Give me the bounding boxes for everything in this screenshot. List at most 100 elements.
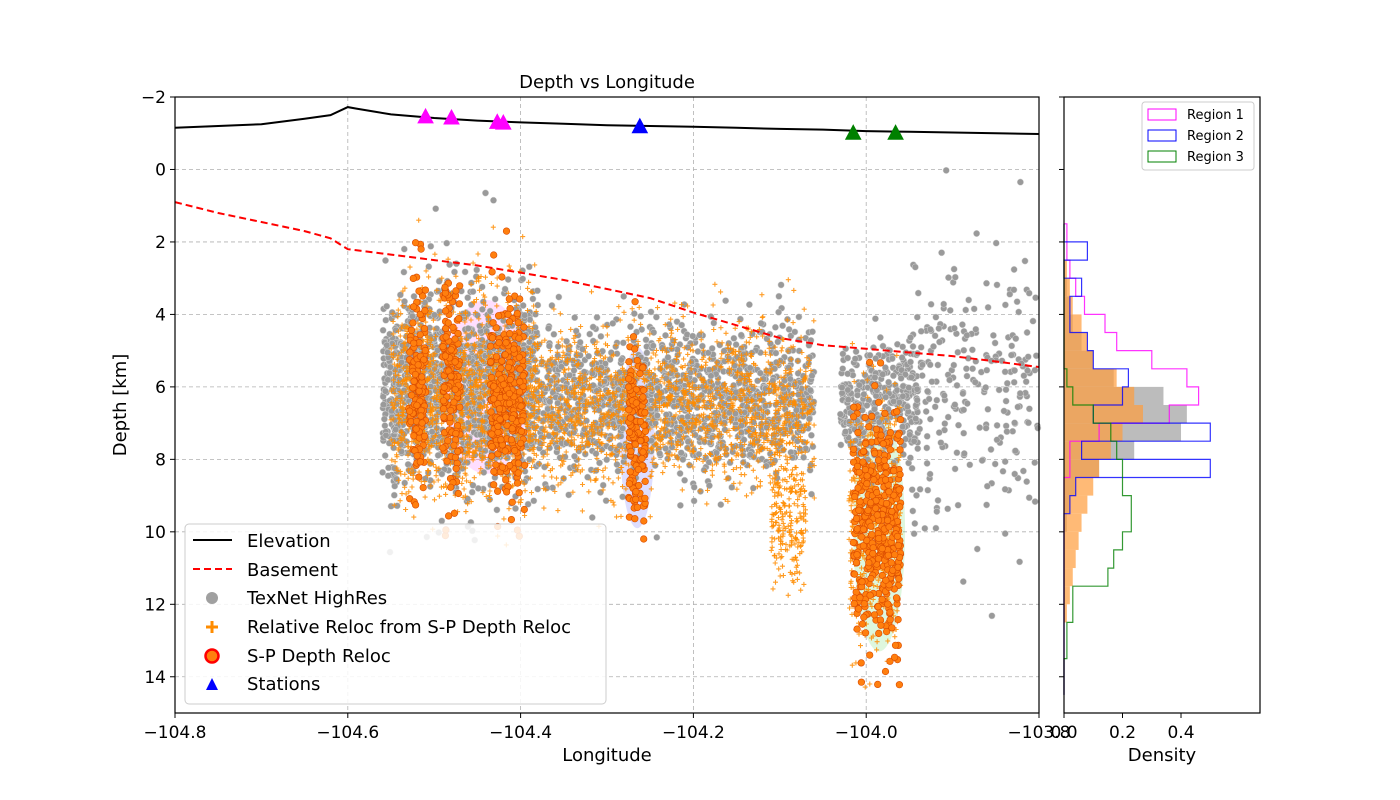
- texnet-point: [1013, 298, 1021, 306]
- texnet-point: [525, 263, 533, 271]
- texnet-point: [890, 397, 898, 405]
- texnet-point: [464, 325, 472, 332]
- texnet-point: [923, 432, 931, 440]
- texnet-point: [713, 449, 720, 457]
- relative-reloc-point: [679, 487, 685, 493]
- relative-reloc-point: [487, 488, 493, 494]
- texnet-point: [775, 308, 783, 316]
- texnet-point: [1010, 266, 1018, 273]
- texnet-point: [991, 339, 999, 347]
- texnet-point: [642, 336, 650, 344]
- relative-reloc-point: [460, 475, 465, 481]
- texnet-point: [684, 413, 692, 421]
- texnet-point: [893, 386, 901, 394]
- texnet-point: [786, 375, 794, 383]
- texnet-point: [705, 366, 713, 374]
- relative-reloc-point: [399, 491, 405, 497]
- texnet-point: [588, 514, 596, 521]
- texnet-point: [387, 502, 395, 510]
- texnet-point: [722, 297, 730, 305]
- texnet-point: [426, 483, 434, 490]
- texnet-point: [410, 292, 418, 300]
- texnet-point: [809, 443, 817, 451]
- texnet-point: [408, 312, 416, 320]
- texnet-point: [908, 464, 916, 472]
- texnet-point: [580, 368, 588, 376]
- texnet-point: [855, 381, 863, 389]
- texnet-point: [936, 338, 943, 346]
- texnet-point: [1025, 405, 1033, 413]
- texnet-point: [991, 460, 999, 468]
- texnet-point: [879, 370, 887, 378]
- texnet-point: [589, 323, 597, 331]
- relative-reloc-point: [407, 264, 413, 270]
- texnet-point: [993, 281, 1001, 289]
- texnet-point: [944, 413, 952, 421]
- texnet-point: [519, 275, 527, 283]
- texnet-point: [960, 429, 968, 437]
- texnet-point: [911, 263, 919, 271]
- texnet-point: [1025, 494, 1033, 502]
- texnet-point: [698, 342, 706, 350]
- texnet-point: [969, 365, 977, 373]
- texnet-point: [1011, 447, 1019, 455]
- texnet-point: [1025, 289, 1033, 297]
- texnet-point: [512, 505, 519, 512]
- texnet-point: [899, 382, 907, 390]
- texnet-point: [737, 331, 745, 339]
- texnet-point: [538, 358, 546, 366]
- texnet-point: [839, 365, 847, 373]
- texnet-point: [771, 323, 779, 331]
- texnet-point: [451, 268, 458, 276]
- texnet-point: [932, 313, 940, 321]
- texnet-point: [384, 376, 392, 384]
- relative-reloc-point: [422, 494, 428, 500]
- relative-reloc-point: [790, 320, 796, 326]
- texnet-point: [533, 287, 541, 295]
- texnet-point: [916, 485, 924, 493]
- texnet-point: [918, 361, 926, 369]
- texnet-point: [1001, 368, 1009, 376]
- texnet-point: [913, 385, 921, 393]
- texnet-point: [383, 341, 391, 349]
- texnet-point: [931, 332, 939, 340]
- texnet-point: [871, 315, 879, 323]
- texnet-point: [474, 484, 482, 492]
- texnet-point: [921, 524, 929, 532]
- texnet-point: [960, 450, 968, 457]
- texnet-point: [380, 401, 387, 409]
- texnet-point: [965, 296, 973, 304]
- texnet-point: [984, 405, 992, 413]
- texnet-point: [913, 313, 921, 321]
- texnet-point: [885, 378, 893, 386]
- texnet-point: [971, 378, 979, 386]
- texnet-point: [978, 457, 986, 464]
- texnet-point: [982, 384, 990, 391]
- relative-reloc-point: [750, 467, 756, 473]
- texnet-point: [951, 273, 959, 281]
- texnet-point: [844, 370, 852, 378]
- texnet-point: [461, 268, 469, 276]
- relative-reloc-point: [522, 488, 528, 494]
- texnet-point: [966, 461, 974, 469]
- texnet-point: [649, 342, 657, 350]
- texnet-point: [705, 482, 713, 490]
- texnet-point: [928, 378, 936, 386]
- texnet-point: [534, 301, 542, 309]
- texnet-point: [469, 481, 477, 489]
- texnet-point: [871, 405, 878, 413]
- texnet-point: [603, 456, 611, 464]
- texnet-point: [899, 423, 907, 431]
- texnet-point: [521, 311, 529, 319]
- texnet-point: [390, 491, 398, 499]
- texnet-point: [391, 482, 399, 490]
- texnet-point: [932, 524, 940, 532]
- texnet-point: [730, 334, 738, 342]
- texnet-point: [808, 490, 815, 498]
- texnet-point: [959, 578, 967, 586]
- texnet-point: [837, 441, 845, 449]
- relative-reloc-point: [403, 507, 409, 512]
- texnet-point: [963, 400, 971, 407]
- texnet-point: [754, 377, 762, 385]
- texnet-point: [839, 350, 847, 358]
